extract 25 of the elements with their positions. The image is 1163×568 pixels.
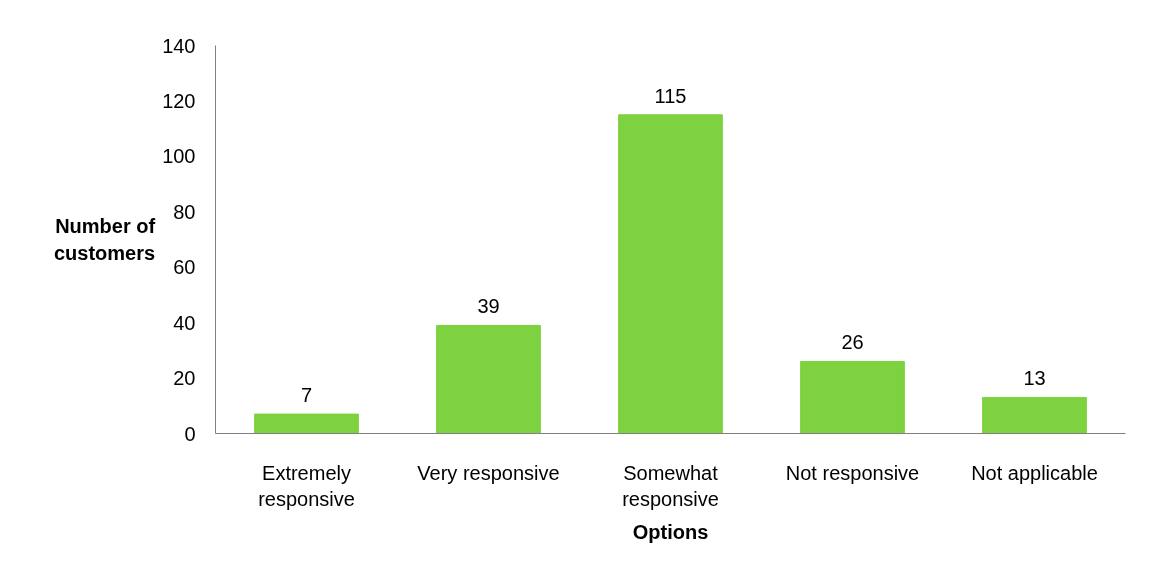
x-tick-label: Very responsive [417,461,560,484]
data-label: 115 [654,84,687,107]
y-tick-label: 0 [184,422,196,445]
bar [254,413,359,434]
x-tick-label: Not responsive [785,461,920,484]
x-tick-label: Somewhat responsive [622,461,719,510]
y-tick-label: 20 [173,367,196,390]
bar [618,114,723,434]
y-tick-label: 40 [173,311,196,334]
data-label: 13 [1023,367,1046,390]
bar [800,360,905,434]
data-label: 7 [300,384,313,407]
x-axis-title: Options [632,520,709,543]
y-tick-label: 120 [162,89,196,112]
x-tick-label: Not applicable [971,461,1098,484]
y-tick-label: 60 [173,256,196,279]
y-axis-title: Number of customers [53,215,156,264]
data-label: 39 [477,295,500,318]
y-tick-label: 80 [173,200,196,223]
x-tick-label: Extremely responsive [258,461,355,510]
bar [436,324,541,434]
bar [982,396,1087,434]
y-tick-label: 140 [162,34,196,57]
y-tick-label: 100 [162,145,196,168]
data-label: 26 [841,331,864,354]
